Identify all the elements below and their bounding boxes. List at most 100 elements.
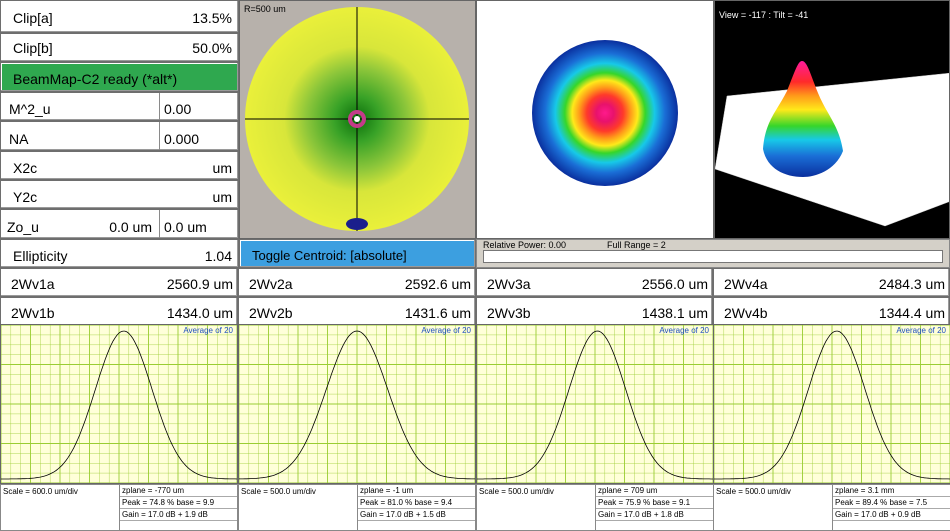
width-label: 2Wv1b	[11, 305, 55, 321]
scale-text: Scale = 600.0 um/div	[3, 487, 78, 496]
x2c-value: um	[212, 160, 232, 176]
width-value: 1434.0 um	[166, 305, 233, 321]
width-value: 1438.1 um	[641, 305, 708, 321]
view3d-svg	[715, 61, 949, 227]
profile-footer-4: Scale = 500.0 um/div zplane = 3.1 mm Peak …	[713, 484, 950, 531]
beam-radius-label: R=500 um	[244, 4, 286, 14]
zplane-text: zplane = 3.1 mm	[833, 485, 950, 497]
zou-row[interactable]: Zo_u 0.0 um 0.0 um	[0, 209, 239, 239]
status-text: BeamMap-C2 ready (*alt*)	[13, 71, 178, 87]
contour-panel	[476, 0, 714, 239]
gain-text: Gain = 17.0 dB + 0.9 dB	[833, 509, 950, 521]
clip-b-value: 50.0%	[192, 40, 232, 56]
zplane-text: zplane = -770 um	[120, 485, 237, 497]
y2c-label: Y2c	[13, 189, 38, 205]
width-cell-3b[interactable]: 2Wv3b 1438.1 um	[476, 297, 713, 326]
width-cell-1a[interactable]: 2Wv1a 2560.9 um	[0, 268, 238, 297]
centroid-marker	[348, 110, 366, 128]
width-value: 1344.4 um	[878, 305, 945, 321]
y2c-row[interactable]: Y2c um	[0, 180, 239, 209]
profile-plot-4: Average of 20	[713, 324, 950, 484]
width-label: 2Wv2b	[249, 305, 293, 321]
average-label: Average of 20	[896, 326, 946, 335]
width-cell-4b[interactable]: 2Wv4b 1344.4 um	[713, 297, 950, 326]
scale-text: Scale = 500.0 um/div	[479, 487, 554, 496]
width-cell-2b[interactable]: 2Wv2b 1431.6 um	[238, 297, 476, 326]
width-label: 2Wv3b	[487, 305, 531, 321]
toggle-centroid-button[interactable]: Toggle Centroid: [absolute]	[239, 239, 476, 268]
ellipticity-value: 1.04	[204, 248, 232, 264]
width-label: 2Wv2a	[249, 276, 293, 292]
power-panel: Relative Power: 0.00 Full Range = 2	[476, 239, 950, 268]
average-label: Average of 20	[421, 326, 471, 335]
width-cell-2a[interactable]: 2Wv2a 2592.6 um	[238, 268, 476, 297]
profile-plot-1: Average of 20	[0, 324, 238, 484]
width-value: 1431.6 um	[404, 305, 471, 321]
na-row[interactable]: NA 0.000	[0, 121, 239, 151]
width-label: 2Wv1a	[11, 276, 55, 292]
width-label: 2Wv4b	[724, 305, 768, 321]
scale-text: Scale = 500.0 um/div	[241, 487, 316, 496]
ellipticity-row[interactable]: Ellipticity 1.04	[0, 239, 239, 268]
power-bar	[483, 250, 943, 263]
profile-curve	[477, 330, 713, 480]
beam-map-panel[interactable]: R=500 um	[239, 0, 476, 239]
clip-a-label: Clip[a]	[13, 10, 53, 26]
width-label: 2Wv3a	[487, 276, 531, 292]
clip-a-row[interactable]: Clip[a] 13.5%	[0, 0, 239, 33]
peak-text: Peak = 81.0 % base = 9.4	[358, 497, 475, 509]
x2c-row[interactable]: X2c um	[0, 151, 239, 180]
width-label: 2Wv4a	[724, 276, 768, 292]
peak-surface	[763, 61, 843, 177]
zou-value-1: 0.0 um	[109, 219, 152, 235]
m2u-row[interactable]: M^2_u 0.00	[0, 92, 239, 121]
x2c-label: X2c	[13, 160, 38, 176]
width-cell-1b[interactable]: 2Wv1b 1434.0 um	[0, 297, 238, 326]
profile-svg	[239, 325, 475, 483]
profile-curve	[239, 330, 475, 480]
contour-svg	[532, 40, 678, 186]
width-value: 2560.9 um	[166, 276, 233, 292]
profile-svg	[477, 325, 713, 483]
zplane-text: zplane = -1 um	[358, 485, 475, 497]
relative-power-text: Relative Power: 0.00	[483, 240, 567, 250]
zou-label: Zo_u	[7, 219, 39, 235]
profile-svg	[714, 325, 950, 483]
scale-text: Scale = 500.0 um/div	[716, 487, 791, 496]
width-cell-3a[interactable]: 2Wv3a 2556.0 um	[476, 268, 713, 297]
ellipticity-label: Ellipticity	[13, 248, 68, 264]
peak-text: Peak = 89.4 % base = 7.5	[833, 497, 950, 509]
full-range-text: Full Range = 2	[607, 240, 666, 250]
profile-plot-3: Average of 20	[476, 324, 714, 484]
na-label: NA	[9, 131, 29, 147]
profile-svg	[1, 325, 237, 483]
toggle-centroid-label: Toggle Centroid: [absolute]	[252, 248, 407, 263]
view3d-panel[interactable]: View = -117 : Tilt = -41	[714, 0, 950, 239]
width-value: 2556.0 um	[641, 276, 708, 292]
average-label: Average of 20	[659, 326, 709, 335]
m2u-value: 0.00	[164, 101, 192, 117]
y2c-value: um	[212, 189, 232, 205]
gain-text: Gain = 17.0 dB + 1.8 dB	[596, 509, 713, 521]
status-bar: BeamMap-C2 ready (*alt*)	[0, 62, 239, 92]
clip-a-value: 13.5%	[192, 10, 232, 26]
gain-text: Gain = 17.0 dB + 1.9 dB	[120, 509, 237, 521]
contour-disc	[532, 40, 678, 186]
profile-plot-2: Average of 20	[238, 324, 476, 484]
profile-curve	[1, 330, 237, 480]
profile-footer-3: Scale = 500.0 um/div zplane = 709 um Peak …	[476, 484, 714, 531]
profile-footer-1: Scale = 600.0 um/div zplane = -770 um Peak…	[0, 484, 238, 531]
view3d-label: View = -117 : Tilt = -41	[719, 10, 809, 20]
width-cell-4a[interactable]: 2Wv4a 2484.3 um	[713, 268, 950, 297]
width-value: 2592.6 um	[404, 276, 471, 292]
average-label: Average of 20	[183, 326, 233, 335]
peak-text: Peak = 74.8 % base = 9.9	[120, 497, 237, 509]
beam-map-svg	[245, 7, 469, 231]
zou-value-2: 0.0 um	[164, 219, 207, 235]
width-value: 2484.3 um	[878, 276, 945, 292]
marker-dot	[346, 218, 368, 230]
profile-footer-2: Scale = 500.0 um/div zplane = -1 um Peak =…	[238, 484, 476, 531]
clip-b-row[interactable]: Clip[b] 50.0%	[0, 33, 239, 62]
na-value: 0.000	[164, 131, 200, 147]
profile-curve	[714, 330, 950, 480]
